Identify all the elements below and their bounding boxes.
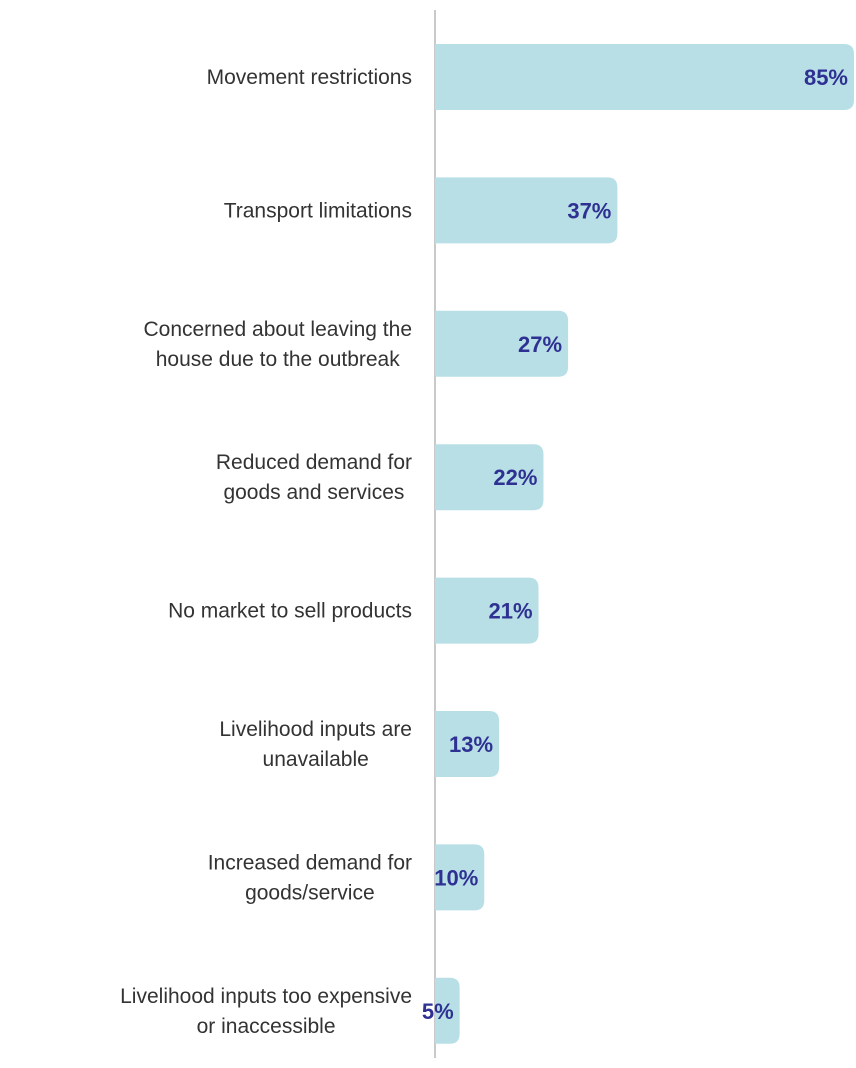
bar (435, 577, 539, 644)
category-label-line: goods/service (245, 881, 375, 904)
category-label-line: or inaccessible (197, 1015, 336, 1038)
bar (435, 310, 569, 377)
value-label: 10% (434, 865, 478, 890)
category-label: Transport limitations (224, 199, 412, 222)
value-label: 85% (804, 65, 848, 90)
category-label-line: Increased demand for (208, 851, 412, 874)
category-label: Livelihood inputs too expensive or inacce… (120, 985, 412, 1038)
value-label: 13% (449, 732, 493, 757)
category-label-line: unavailable (263, 748, 369, 771)
value-label: 22% (493, 465, 537, 490)
bar (435, 444, 544, 511)
category-label-line: No market to sell products (168, 600, 412, 623)
category-label-line: Concerned about leaving the (143, 318, 412, 341)
category-label-line: Livelihood inputs are (219, 718, 412, 741)
bar (435, 44, 854, 110)
bar (435, 977, 460, 1044)
category-label-line: goods and services (223, 481, 404, 504)
category-label: Reduced demand for goods and services (216, 451, 412, 504)
category-label-line: Movement restrictions (207, 66, 412, 89)
category-label: Movement restrictions (207, 66, 412, 89)
category-label: No market to sell products (168, 600, 412, 623)
value-label: 37% (567, 198, 611, 223)
category-label: Livelihood inputs are unavailable (219, 718, 412, 771)
bar (435, 844, 485, 911)
category-label-line: Transport limitations (224, 199, 412, 222)
value-label: 27% (518, 332, 562, 357)
bar (435, 177, 618, 244)
category-label: Concerned about leaving the house due to … (143, 318, 412, 371)
category-label-line: Reduced demand for (216, 451, 412, 474)
value-label: 21% (488, 599, 532, 624)
category-label: Increased demand for goods/service (208, 851, 412, 904)
category-label-line: Livelihood inputs too expensive (120, 985, 412, 1008)
category-label-line: house due to the outbreak (156, 348, 401, 371)
value-label: 5% (422, 999, 454, 1024)
bar (435, 711, 500, 777)
